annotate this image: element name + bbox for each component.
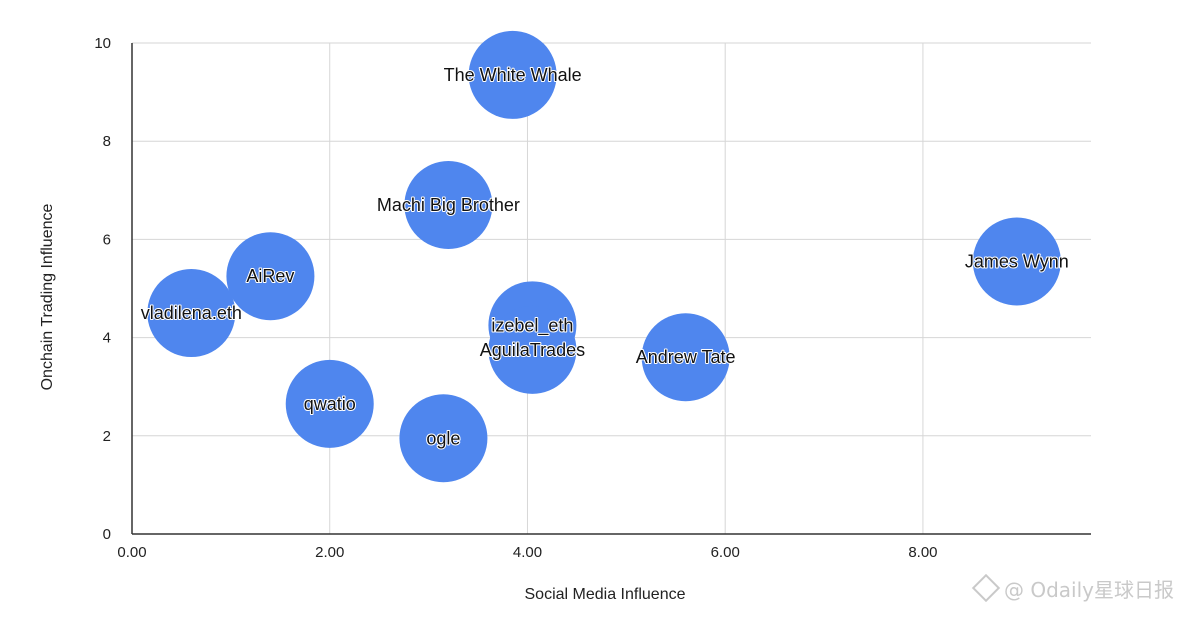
- x-tick-label: 6.00: [711, 544, 740, 561]
- y-tick-label: 0: [103, 526, 111, 543]
- bubble-label: vladilena.eth: [141, 303, 242, 323]
- odaily-logo-icon: [971, 573, 1001, 603]
- bubble: [226, 232, 315, 321]
- bubble-label: James Wynn: [965, 251, 1069, 271]
- axes: [131, 43, 1091, 535]
- bubble-label: Andrew Tate: [636, 347, 736, 367]
- bubble: [399, 394, 488, 483]
- y-tick-label: 10: [94, 35, 111, 52]
- bubble-label: The White Whale: [444, 65, 582, 85]
- y-tick-label: 2: [103, 428, 111, 445]
- bubble-label: ogle: [426, 428, 460, 448]
- bubble: [468, 30, 557, 119]
- bubble-label: izebel_eth: [491, 315, 573, 336]
- x-axis-ticks: 0.00 2.00 4.00 6.00 8.00: [117, 544, 937, 561]
- bubbles: [147, 30, 1061, 483]
- bubble: [972, 217, 1061, 306]
- bubble-labels: The White Whale Machi Big Brother James Wy…: [140, 64, 1070, 449]
- x-tick-label: 2.00: [315, 544, 344, 561]
- bubble-label: Machi Big Brother: [377, 195, 520, 215]
- bubble: [488, 305, 577, 394]
- y-axis-ticks: 0 2 4 6 8 10: [94, 35, 111, 543]
- watermark-text: @ Odaily星球日报: [1004, 578, 1174, 602]
- x-tick-label: 4.00: [513, 544, 542, 561]
- y-tick-label: 6: [103, 231, 111, 248]
- bubble: [404, 161, 493, 250]
- x-axis-title: Social Media Influence: [525, 586, 686, 603]
- bubble: [285, 359, 374, 448]
- y-axis-title: Onchain Trading Influence: [39, 204, 56, 391]
- watermark: @ Odaily星球日报: [971, 573, 1174, 603]
- x-tick-label: 8.00: [908, 544, 937, 561]
- y-tick-label: 8: [103, 133, 111, 150]
- bubble-label: AiRev: [246, 266, 294, 286]
- bubble-label: qwatio: [304, 394, 356, 414]
- bubble: [147, 269, 236, 358]
- y-tick-label: 4: [103, 330, 111, 347]
- bubble: [641, 313, 730, 402]
- x-tick-label: 0.00: [117, 544, 146, 561]
- bubble-label: AguilaTrades: [480, 340, 585, 360]
